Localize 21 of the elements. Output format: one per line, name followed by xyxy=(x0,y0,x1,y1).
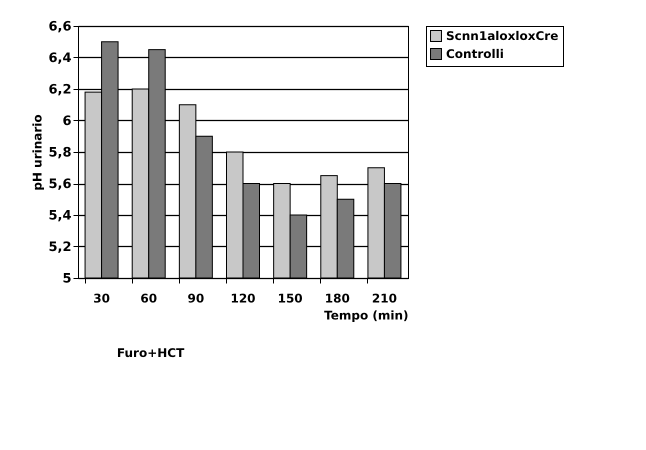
y-tick-label: 5,4 xyxy=(48,208,72,224)
y-tick-label: 5,2 xyxy=(48,240,72,255)
legend-label: Scnn1aloxloxCre xyxy=(446,29,558,43)
x-tick-label: 60 xyxy=(140,292,158,306)
y-tick-label: 5,6 xyxy=(48,177,72,192)
y-tick-label: 6,2 xyxy=(48,82,72,98)
y-tick-label: 6,6 xyxy=(48,20,72,34)
y-axis-title: pH urinario xyxy=(30,114,44,191)
x-tick-label: 120 xyxy=(230,292,256,306)
x-tick-label: 180 xyxy=(324,292,350,306)
y-tick-label: 6,4 xyxy=(48,51,72,66)
text: Furo+HCT xyxy=(116,346,186,360)
x-tick-label: 150 xyxy=(278,292,303,306)
y-tick-label: 5 xyxy=(62,272,72,286)
y-tick-label: 6 xyxy=(62,114,72,129)
legend-label: Controlli xyxy=(446,47,504,61)
x-axis-title: Tempo (min) xyxy=(324,308,408,322)
x-tick-label: 210 xyxy=(372,292,397,306)
x-tick-label: 30 xyxy=(93,292,110,306)
y-tick-label: 5,8 xyxy=(48,146,72,160)
x-tick-label: 90 xyxy=(188,292,204,306)
